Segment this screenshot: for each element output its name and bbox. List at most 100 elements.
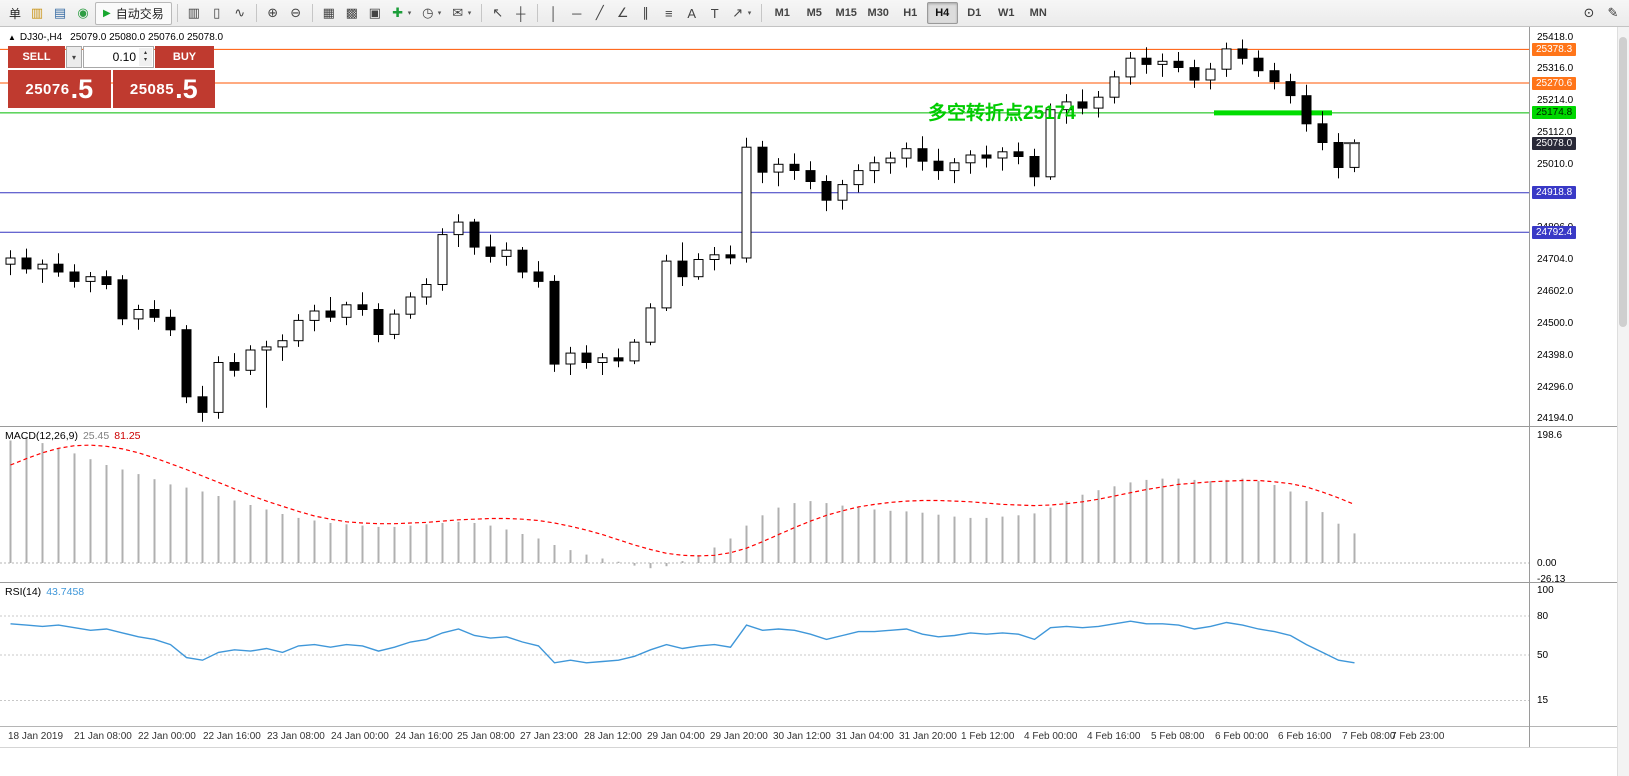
arrows-icon[interactable]: ↗ xyxy=(732,5,744,20)
new-order-button[interactable]: 单 xyxy=(9,6,22,21)
periods-icon[interactable]: ◷ xyxy=(422,5,434,20)
angle-trendline-icon[interactable]: ∠ xyxy=(616,5,629,20)
price-level-badge-25378.3: 25378.3 xyxy=(1532,42,1577,56)
volume-input[interactable] xyxy=(84,47,138,67)
scrollbar-thumb[interactable] xyxy=(1619,37,1627,327)
timeframe-button-d1[interactable]: D1 xyxy=(967,7,982,19)
indicators-dropdown-icon[interactable]: ▾ xyxy=(407,10,412,17)
buy-price-display[interactable]: 25085.5 xyxy=(112,70,215,108)
trade-panel-collapse-icon[interactable]: ▲ xyxy=(8,33,16,42)
candle-body xyxy=(501,249,512,257)
price-level-badge-24792.4: 24792.4 xyxy=(1532,225,1577,239)
candle-body xyxy=(837,184,848,201)
timeframe-button-m15[interactable]: M15 xyxy=(835,7,857,19)
zoom-out-icon[interactable]: ⊖ xyxy=(290,5,302,20)
toolbar: 单 ▥ ▤ ◉ ▶ 自动交易 ▥ ▯ ∿ ⊕ ⊖ ▦ ▩ ▣ ✚ ▾ ◷ ▾ ✉ ▾ ↖ ┼ │ ─ ╱ ∠ ∥ ≡ A T ↗ ▾ M1 M5 M… xyxy=(0,0,1629,27)
templates-icon[interactable]: ✉ xyxy=(452,5,464,20)
buy-button[interactable]: BUY xyxy=(155,46,214,68)
candle-body xyxy=(21,257,32,270)
main-price-chart[interactable]: 多空转折点25174 xyxy=(0,27,1529,427)
timeframe-button-h1[interactable]: H1 xyxy=(903,7,918,19)
time-axis-label: 27 Jan 23:00 xyxy=(520,731,578,742)
text-label-icon[interactable]: T xyxy=(710,5,719,21)
time-axis-label: 5 Feb 08:00 xyxy=(1151,731,1205,742)
time-axis[interactable]: 18 Jan 2019 21 Jan 08:00 22 Jan 00:00 22 Ja… xyxy=(0,727,1529,747)
indicators-icon[interactable]: ✚ xyxy=(392,5,404,20)
volume-up-icon[interactable]: ▴ xyxy=(143,50,147,56)
templates-dropdown-icon[interactable]: ▾ xyxy=(467,10,472,17)
candle-body xyxy=(1189,67,1200,81)
timeframe-button-mn[interactable]: MN xyxy=(1029,7,1047,19)
chart-symbol-label: DJ30-,H4 xyxy=(19,32,63,43)
candle-body xyxy=(1093,96,1104,109)
periods-dropdown-icon[interactable]: ▾ xyxy=(437,10,442,17)
vertical-line-icon[interactable]: │ xyxy=(549,5,558,21)
candle-body xyxy=(565,352,576,365)
time-axis-label: 31 Jan 20:00 xyxy=(899,731,957,742)
time-axis-label: 24 Jan 00:00 xyxy=(331,731,389,742)
profiles-icon[interactable]: ▥ xyxy=(30,5,44,20)
time-axis-label: 24 Jan 16:00 xyxy=(395,731,453,742)
edit-icon[interactable]: ✎ xyxy=(1607,5,1619,20)
market-watch-icon[interactable]: ▤ xyxy=(53,5,67,20)
price-axis[interactable]: 25418.025316.025214.025112.025010.024908… xyxy=(1530,27,1618,747)
time-axis-label: 22 Jan 00:00 xyxy=(138,731,196,742)
candle-body xyxy=(1141,57,1152,65)
cascade-windows-icon[interactable]: ▩ xyxy=(345,5,358,20)
arrange-windows-icon[interactable]: ▣ xyxy=(368,5,381,20)
timeframe-button-h4[interactable]: H4 xyxy=(926,2,958,24)
candle-body xyxy=(1333,142,1344,168)
sell-price-frac: .5 xyxy=(70,74,94,104)
pane-splitter-rsi[interactable] xyxy=(0,582,1629,583)
trendline-icon[interactable]: ╱ xyxy=(595,5,604,20)
macd-indicator-pane[interactable] xyxy=(0,427,1529,583)
candle-body xyxy=(85,276,96,282)
annotation-text[interactable]: 多空转折点25174 xyxy=(928,101,1076,124)
candle-body xyxy=(261,346,272,351)
sell-price-display[interactable]: 25076.5 xyxy=(8,70,111,108)
fibonacci-icon[interactable]: ≡ xyxy=(664,5,673,21)
rsi-line xyxy=(10,620,1355,664)
volume-dropdown-icon[interactable]: ▾ xyxy=(66,46,82,68)
candle-body xyxy=(165,316,176,331)
horizontal-line-icon[interactable]: ─ xyxy=(572,5,582,21)
vertical-scrollbar[interactable] xyxy=(1617,27,1629,776)
time-axis-label: 6 Feb 16:00 xyxy=(1278,731,1332,742)
pane-splitter-macd[interactable] xyxy=(0,426,1629,427)
sell-button[interactable]: SELL xyxy=(8,46,65,68)
price-axis-tick: 25418.0 xyxy=(1537,31,1574,43)
rsi-value: 43.7458 xyxy=(46,586,85,598)
timeframe-button-m30[interactable]: M30 xyxy=(867,7,889,19)
bar-chart-icon[interactable]: ▥ xyxy=(187,5,200,20)
candle-body xyxy=(613,357,624,362)
volume-down-icon[interactable]: ▾ xyxy=(143,57,147,63)
candle-body xyxy=(405,296,416,315)
candle-body xyxy=(1301,95,1312,125)
line-chart-icon[interactable]: ∿ xyxy=(234,5,246,20)
navigator-icon[interactable]: ◉ xyxy=(77,5,89,20)
candlestick-chart-icon[interactable]: ▯ xyxy=(213,5,221,20)
time-axis-label: 7 Feb 08:00 xyxy=(1342,731,1396,742)
candle-body xyxy=(645,307,656,343)
buy-price-int: 25085 xyxy=(129,80,175,98)
arrows-dropdown-icon[interactable]: ▾ xyxy=(747,10,752,17)
timeframe-button-w1[interactable]: W1 xyxy=(997,7,1015,19)
tile-windows-icon[interactable]: ▦ xyxy=(322,5,335,20)
zoom-in-icon[interactable]: ⊕ xyxy=(267,5,279,20)
text-icon[interactable]: A xyxy=(687,5,697,21)
macd-name: MACD(12,26,9) xyxy=(5,430,78,442)
candle-body xyxy=(757,146,768,173)
rsi-indicator-pane[interactable] xyxy=(0,583,1529,727)
price-axis-tick: 24398.0 xyxy=(1537,349,1574,361)
price-axis-tick: 24500.0 xyxy=(1537,317,1574,329)
timeframe-button-m5[interactable]: M5 xyxy=(806,7,822,19)
equidistant-channel-icon[interactable]: ∥ xyxy=(642,5,649,20)
time-axis-label: 6 Feb 00:00 xyxy=(1215,731,1269,742)
candle-body xyxy=(197,396,208,413)
timeframe-button-m1[interactable]: M1 xyxy=(774,7,790,19)
search-icon[interactable]: ⊙ xyxy=(1583,5,1595,20)
cursor-icon[interactable]: ↖ xyxy=(492,5,504,20)
crosshair-icon[interactable]: ┼ xyxy=(516,5,526,21)
autotrade-button[interactable]: ▶ 自动交易 xyxy=(95,1,172,25)
current-price-badge: 25078.0 xyxy=(1532,136,1577,150)
